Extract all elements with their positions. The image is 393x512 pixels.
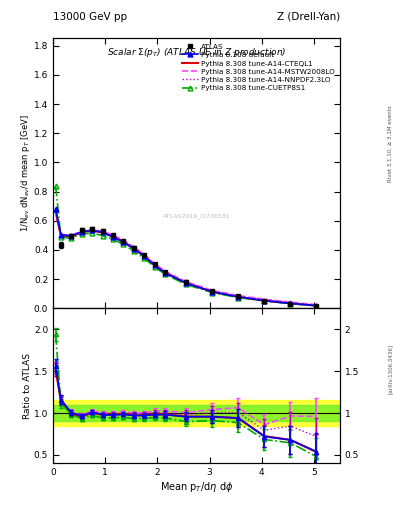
Text: [arXiv:1306.3436]: [arXiv:1306.3436] xyxy=(388,344,393,394)
Text: ATLAS2019_I1736531: ATLAS2019_I1736531 xyxy=(163,214,230,219)
X-axis label: Mean p$_T$/d$\eta$ d$\phi$: Mean p$_T$/d$\eta$ d$\phi$ xyxy=(160,480,233,494)
Text: 13000 GeV pp: 13000 GeV pp xyxy=(53,11,127,22)
Text: Rivet 3.1.10, ≥ 3.1M events: Rivet 3.1.10, ≥ 3.1M events xyxy=(388,105,393,182)
Text: Scalar $\Sigma$(p$_T$) (ATLAS UE in Z production): Scalar $\Sigma$(p$_T$) (ATLAS UE in Z pr… xyxy=(107,47,286,59)
Y-axis label: 1/N$_{ev}$ dN$_{ev}$/d mean p$_T$ [GeV]: 1/N$_{ev}$ dN$_{ev}$/d mean p$_T$ [GeV] xyxy=(19,114,33,232)
Text: Z (Drell-Yan): Z (Drell-Yan) xyxy=(277,11,340,22)
Bar xyxy=(53,404,340,421)
Bar xyxy=(53,400,340,425)
Y-axis label: Ratio to ATLAS: Ratio to ATLAS xyxy=(24,353,33,419)
Legend: ATLAS, Pythia 8.308 default, Pythia 8.308 tune-A14-CTEQL1, Pythia 8.308 tune-A14: ATLAS, Pythia 8.308 default, Pythia 8.30… xyxy=(181,42,336,93)
